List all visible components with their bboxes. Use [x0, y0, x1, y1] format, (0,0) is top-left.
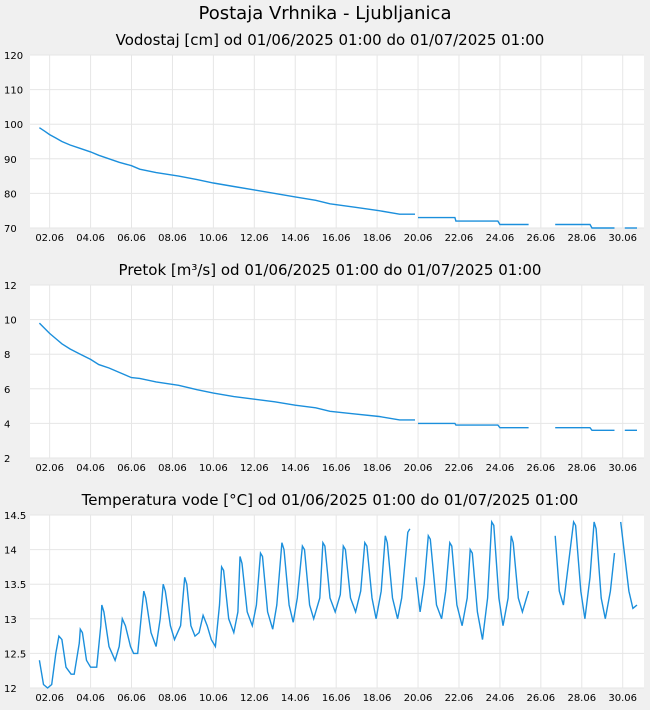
x-tick-label: 12.06 [240, 693, 269, 704]
y-tick-label: 70 [4, 224, 17, 235]
x-tick-label: 30.06 [608, 693, 637, 704]
y-tick-label: 12 [4, 281, 17, 292]
x-tick-label: 02.06 [35, 233, 64, 244]
x-tick-label: 02.06 [35, 463, 64, 474]
x-tick-label: 18.06 [363, 233, 392, 244]
y-tick-label: 8 [4, 350, 10, 361]
chart-water-temperature: Temperatura vode [°C] od 01/06/2025 01:0… [4, 491, 644, 704]
x-tick-label: 24.06 [486, 463, 515, 474]
y-tick-label: 13 [4, 615, 17, 626]
x-tick-label: 24.06 [486, 233, 515, 244]
x-tick-label: 26.06 [527, 463, 556, 474]
x-tick-label: 22.06 [445, 693, 474, 704]
x-tick-label: 14.06 [281, 693, 310, 704]
series-line-segment-2 [415, 519, 530, 640]
x-tick-label: 24.06 [486, 693, 515, 704]
x-tick-label: 10.06 [199, 233, 228, 244]
y-tick-label: 13.5 [4, 580, 26, 591]
x-tick-label: 02.06 [35, 693, 64, 704]
x-tick-label: 12.06 [240, 463, 269, 474]
x-tick-label: 20.06 [404, 463, 433, 474]
y-tick-label: 14 [4, 546, 17, 557]
y-tick-label: 80 [4, 189, 17, 200]
y-tick-label: 6 [4, 385, 10, 396]
chart-flow: Pretok [m³/s] od 01/06/2025 01:00 do 01/… [4, 261, 644, 474]
plot-area [30, 515, 644, 688]
chart-title: Pretok [m³/s] od 01/06/2025 01:00 do 01/… [119, 261, 542, 279]
x-tick-label: 28.06 [567, 693, 596, 704]
x-tick-label: 18.06 [363, 693, 392, 704]
x-tick-label: 20.06 [404, 693, 433, 704]
x-tick-label: 10.06 [199, 693, 228, 704]
x-tick-label: 16.06 [322, 693, 351, 704]
x-tick-label: 22.06 [445, 233, 474, 244]
x-tick-label: 14.06 [281, 463, 310, 474]
series-line-segment-1 [38, 322, 415, 421]
x-tick-label: 18.06 [363, 463, 392, 474]
series-line-segment-3 [555, 427, 615, 431]
x-tick-label: 04.06 [76, 233, 105, 244]
y-tick-label: 110 [4, 86, 23, 97]
x-tick-label: 04.06 [76, 463, 105, 474]
x-tick-label: 30.06 [608, 233, 637, 244]
x-tick-label: 12.06 [240, 233, 269, 244]
x-tick-label: 20.06 [404, 233, 433, 244]
x-tick-label: 08.06 [158, 693, 187, 704]
plot-area [30, 285, 644, 458]
x-tick-label: 06.06 [117, 233, 146, 244]
series-line-segment-1 [38, 528, 411, 689]
series-line-segment-4 [620, 521, 638, 610]
y-tick-label: 2 [4, 454, 10, 465]
x-tick-label: 26.06 [527, 233, 556, 244]
x-tick-label: 16.06 [322, 233, 351, 244]
x-tick-label: 28.06 [567, 463, 596, 474]
x-tick-label: 14.06 [281, 233, 310, 244]
x-tick-label: 26.06 [527, 693, 556, 704]
x-tick-label: 08.06 [158, 463, 187, 474]
y-tick-label: 12 [4, 684, 17, 695]
x-tick-label: 06.06 [117, 463, 146, 474]
page-title: Postaja Vrhnika - Ljubljanica [198, 3, 452, 24]
x-tick-label: 10.06 [199, 463, 228, 474]
series-line-segment-2 [418, 216, 529, 226]
series-line-segment-3 [554, 519, 616, 619]
series-line-segment-1 [39, 127, 415, 215]
series-line-segment-3 [555, 223, 615, 229]
chart-title: Temperatura vode [°C] od 01/06/2025 01:0… [81, 491, 579, 509]
y-tick-label: 10 [4, 316, 17, 327]
plot-area [30, 55, 644, 228]
x-tick-label: 30.06 [608, 463, 637, 474]
y-tick-label: 4 [4, 419, 10, 430]
y-tick-label: 14.5 [4, 511, 26, 522]
x-tick-label: 06.06 [117, 693, 146, 704]
y-tick-label: 100 [4, 120, 23, 131]
chart-water-level: Vodostaj [cm] od 01/06/2025 01:00 do 01/… [4, 31, 644, 244]
x-tick-label: 22.06 [445, 463, 474, 474]
y-tick-label: 90 [4, 155, 17, 166]
x-tick-label: 16.06 [322, 463, 351, 474]
x-tick-label: 04.06 [76, 693, 105, 704]
series-line-segment-2 [418, 422, 529, 429]
y-tick-label: 120 [4, 51, 23, 62]
x-tick-label: 28.06 [567, 233, 596, 244]
y-tick-label: 12.5 [4, 649, 26, 660]
chart-title: Vodostaj [cm] od 01/06/2025 01:00 do 01/… [116, 31, 545, 49]
x-tick-label: 08.06 [158, 233, 187, 244]
